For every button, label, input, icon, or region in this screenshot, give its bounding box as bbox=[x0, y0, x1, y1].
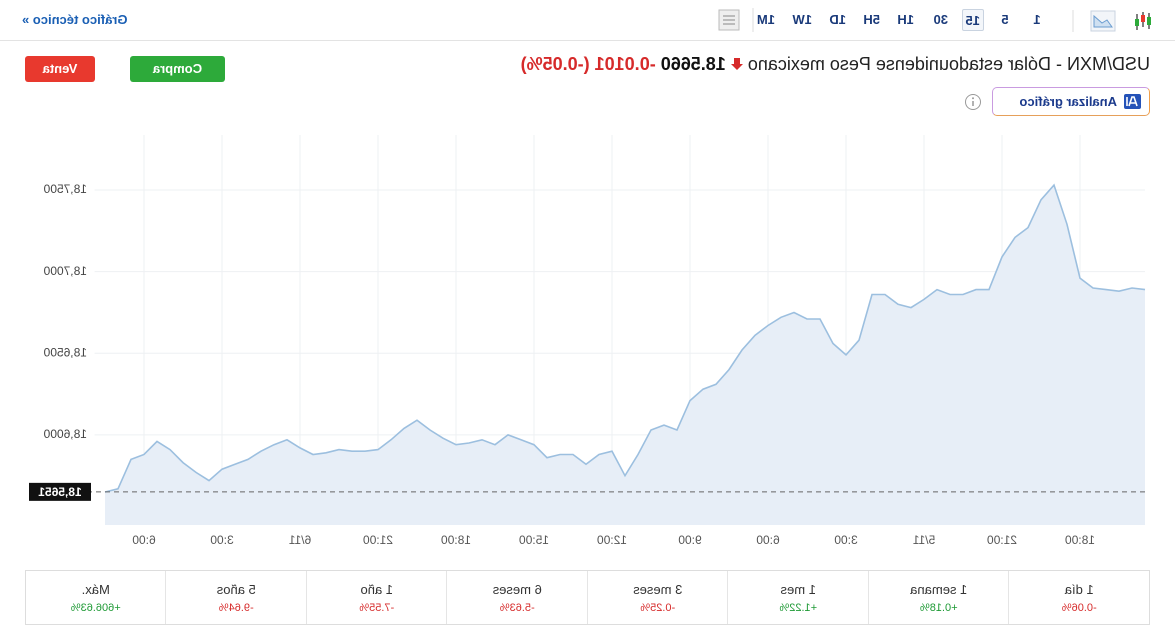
y-tick-label: 18,7000 bbox=[43, 264, 87, 278]
period-change: -5.63% bbox=[499, 602, 535, 614]
x-tick-label: 3:00 bbox=[834, 533, 858, 547]
interval-button[interactable]: 1D bbox=[829, 12, 846, 27]
interval-button[interactable]: 30 bbox=[933, 12, 948, 27]
period-label: 1 mes bbox=[780, 582, 816, 597]
interval-button[interactable]: 1W bbox=[792, 12, 813, 27]
x-tick-label: 15:00 bbox=[519, 533, 549, 547]
technical-chart-link[interactable]: Gráfico técnico » bbox=[22, 12, 128, 27]
buy-button[interactable]: Compra bbox=[130, 56, 225, 82]
interval-button[interactable]: 1H bbox=[897, 12, 914, 27]
x-tick-label: 18:00 bbox=[1065, 533, 1095, 547]
period-label: Máx. bbox=[81, 582, 110, 597]
performance-cell: 1 día -0.06% bbox=[1008, 571, 1149, 624]
interval-button[interactable]: 5H bbox=[863, 12, 880, 27]
area-fill bbox=[105, 185, 1145, 525]
down-arrow bbox=[730, 58, 743, 70]
period-change: -0.25% bbox=[640, 602, 676, 614]
table-icon[interactable] bbox=[715, 8, 755, 32]
x-tick-label: 6:00 bbox=[132, 533, 156, 547]
instrument-title: USD/MXN - Dólar estadounidense Peso mexi… bbox=[747, 54, 1150, 74]
performance-cell: 1 semana +0.18% bbox=[868, 571, 1009, 624]
performance-cell: 6 meses -5.63% bbox=[446, 571, 587, 624]
period-label: 5 años bbox=[216, 582, 256, 597]
period-label: 1 día bbox=[1064, 582, 1094, 597]
period-change: -7.55% bbox=[359, 602, 395, 614]
x-tick-label: 9:00 bbox=[678, 533, 702, 547]
sell-button[interactable]: Venta bbox=[25, 56, 95, 82]
instrument-header: USD/MXN - Dólar estadounidense Peso mexi… bbox=[521, 54, 1150, 75]
chart-type-icons[interactable] bbox=[1063, 10, 1153, 32]
performance-cell: 1 mes +1.22% bbox=[727, 571, 868, 624]
info-icon[interactable] bbox=[964, 93, 982, 111]
period-change: -9.64% bbox=[218, 602, 254, 614]
x-tick-label: 5/11 bbox=[912, 533, 935, 547]
performance-cell: 5 años -9.64% bbox=[165, 571, 306, 624]
period-change: -0.06% bbox=[1061, 602, 1097, 614]
y-tick-label: 18,7500 bbox=[43, 182, 87, 196]
x-tick-label: 21:00 bbox=[987, 533, 1017, 547]
period-label: 3 meses bbox=[633, 582, 683, 597]
x-tick-label: 21:00 bbox=[363, 533, 393, 547]
x-tick-label: 3:00 bbox=[210, 533, 234, 547]
analyze-button[interactable]: Analizar gráfico bbox=[992, 87, 1150, 116]
price-change: -0.0101 (-0.05%) bbox=[520, 54, 656, 74]
period-label: 1 semana bbox=[910, 582, 968, 597]
period-change: +606.63% bbox=[70, 602, 121, 614]
x-tick-label: 6/11 bbox=[288, 533, 311, 547]
toolbar: 1 5 15 30 1H 5H 1D 1W 1M Gráfico técnico » bbox=[0, 0, 1175, 41]
performance-cell: Máx. +606.63% bbox=[26, 571, 166, 624]
ai-icon bbox=[1124, 94, 1141, 109]
performance-table: 1 día -0.06% 1 semana +0.18% 1 mes +1.22% 3 me… bbox=[25, 570, 1150, 625]
last-price-box bbox=[29, 482, 91, 501]
y-tick-label: 18,6500 bbox=[43, 345, 87, 359]
interval-button[interactable]: 5 bbox=[1001, 12, 1009, 27]
period-label: 6 meses bbox=[492, 582, 542, 597]
price: 18.5660 bbox=[660, 54, 726, 74]
x-tick-label: 18:00 bbox=[441, 533, 471, 547]
interval-button[interactable]: 15 bbox=[961, 9, 984, 31]
x-tick-label: 6:00 bbox=[756, 533, 780, 547]
x-tick-label: 12:00 bbox=[597, 533, 627, 547]
analyze-label: Analizar gráfico bbox=[1019, 94, 1117, 109]
y-tick-label: 18,6000 bbox=[43, 427, 87, 441]
interval-button[interactable]: 1 bbox=[1033, 12, 1041, 27]
period-change: +1.22% bbox=[779, 602, 818, 614]
period-change: +0.18% bbox=[919, 602, 958, 614]
performance-cell: 1 año -7.55% bbox=[306, 571, 447, 624]
interval-button[interactable]: 1M bbox=[756, 12, 775, 27]
last-price-label: 18,5651 bbox=[38, 485, 82, 499]
price-line bbox=[104, 183, 1146, 493]
period-label: 1 año bbox=[360, 582, 394, 597]
performance-cell: 3 meses -0.25% bbox=[587, 571, 728, 624]
